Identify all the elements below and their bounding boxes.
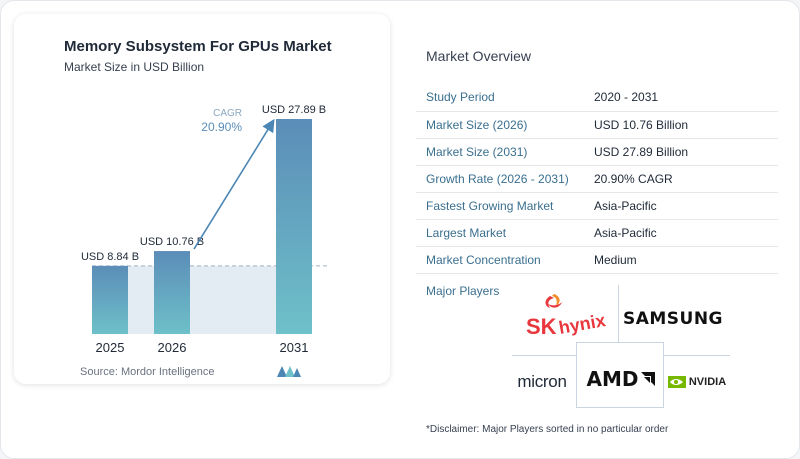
amd-logo: AMD bbox=[578, 364, 664, 394]
logo-divider bbox=[618, 285, 619, 343]
overview-row: Market Size (2031) USD 27.89 Billion bbox=[416, 138, 778, 166]
cagr-value: 20.90% bbox=[201, 120, 242, 134]
logo-divider bbox=[664, 355, 730, 356]
overview-row: Study Period 2020 - 2031 bbox=[416, 84, 778, 112]
major-players-label: Major Players bbox=[426, 284, 500, 298]
overview-row: Largest Market Asia-Pacific bbox=[416, 219, 778, 247]
chart-title: Memory Subsystem For GPUs Market bbox=[64, 38, 332, 55]
sk-text: SK bbox=[526, 314, 557, 339]
cagr-label: CAGR bbox=[213, 108, 242, 119]
samsung-logo: SAMSUNG bbox=[622, 309, 724, 329]
micron-logo: micron bbox=[517, 372, 567, 391]
nvidia-eye-icon bbox=[667, 376, 686, 388]
data-label-2031: USD 27.89 B bbox=[262, 104, 326, 116]
overview-key: Study Period bbox=[416, 84, 586, 112]
disclaimer: *Disclaimer: Major Players sorted in no … bbox=[426, 424, 669, 435]
logo-divider bbox=[576, 342, 664, 343]
x-tick-2026: 2026 bbox=[158, 340, 187, 355]
amd-text: AMD bbox=[586, 367, 639, 391]
bar-2025 bbox=[92, 265, 128, 334]
amd-arrow-icon bbox=[641, 372, 656, 386]
overview-row: Fastest Growing Market Asia-Pacific bbox=[416, 192, 778, 220]
nvidia-text: NVIDIA bbox=[688, 376, 727, 388]
hynix-text: hynix bbox=[557, 310, 607, 338]
overview-row: Market Size (2026) USD 10.76 Billion bbox=[416, 111, 778, 139]
logo-divider bbox=[576, 407, 664, 408]
x-tick-2031: 2031 bbox=[280, 340, 309, 355]
nvidia-logo: NVIDIA bbox=[664, 370, 730, 394]
chart-subtitle: Market Size in USD Billion bbox=[64, 60, 205, 74]
sk-hynix-logo: SK hynix bbox=[520, 290, 616, 342]
overview-value: Asia-Pacific bbox=[586, 219, 778, 247]
logo-divider bbox=[576, 342, 577, 408]
bar-chart: USD 8.84 B 2025 USD 10.76 B 2026 USD 27.89 B… bbox=[81, 104, 328, 355]
overview-value: 20.90% CAGR bbox=[586, 165, 778, 193]
overview-value: 2020 - 2031 bbox=[586, 84, 778, 112]
overview-key: Market Concentration bbox=[416, 246, 586, 274]
overview-table: Study Period 2020 - 2031 Market Size (2026… bbox=[416, 84, 778, 274]
bar-2026 bbox=[154, 251, 190, 334]
bar-2031 bbox=[276, 119, 312, 334]
overview-value: USD 10.76 Billion bbox=[586, 111, 778, 139]
overview-row: Market Concentration Medium bbox=[416, 246, 778, 274]
overview-value: Asia-Pacific bbox=[586, 192, 778, 220]
overview-key: Fastest Growing Market bbox=[416, 192, 586, 220]
overview-key: Market Size (2026) bbox=[416, 111, 586, 139]
chart-source: Source: Mordor Intelligence bbox=[80, 366, 215, 378]
cagr-arrow bbox=[193, 118, 275, 250]
data-label-2025: USD 8.84 B bbox=[81, 251, 139, 263]
mordor-logo-icon bbox=[277, 366, 301, 377]
overview-value: USD 27.89 Billion bbox=[586, 138, 778, 166]
overview-key: Market Size (2031) bbox=[416, 138, 586, 166]
baseline-shade bbox=[92, 265, 312, 334]
logo-divider bbox=[663, 342, 664, 408]
overview-key: Largest Market bbox=[416, 219, 586, 247]
overview-row: Growth Rate (2026 - 2031) 20.90% CAGR bbox=[416, 165, 778, 193]
logo-divider bbox=[512, 355, 576, 356]
overview-value: Medium bbox=[586, 246, 778, 274]
overview-key: Growth Rate (2026 - 2031) bbox=[416, 165, 586, 193]
x-tick-2025: 2025 bbox=[96, 340, 125, 355]
overview-title: Market Overview bbox=[426, 48, 532, 64]
data-label-2026: USD 10.76 B bbox=[140, 236, 204, 248]
